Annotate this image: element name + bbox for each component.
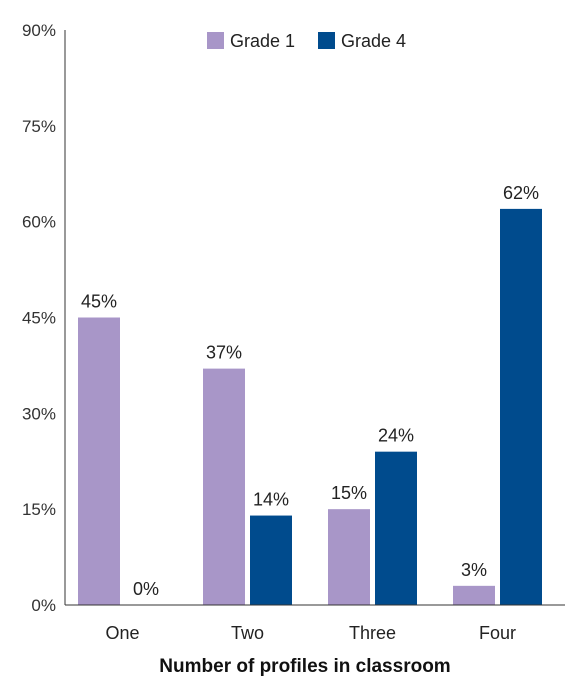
y-tick-label: 30%	[22, 404, 56, 423]
legend-label: Grade 1	[230, 31, 295, 51]
bar-grade-4-four	[500, 208, 542, 605]
x-tick-label: Four	[479, 623, 516, 643]
x-tick-label: Two	[231, 623, 264, 643]
bar-grade-1-two	[203, 368, 245, 605]
legend: Grade 1 Grade 4	[207, 31, 406, 51]
y-tick-label: 60%	[22, 213, 56, 232]
x-axis-ticks: One Two Three Four	[105, 623, 516, 643]
y-tick-label: 90%	[22, 21, 56, 40]
bar-grade-4-three	[375, 451, 417, 605]
y-tick-label: 0%	[31, 596, 56, 615]
legend-swatch-grade-4	[318, 32, 335, 49]
bar-grade-1-four	[453, 585, 495, 605]
data-label: 24%	[378, 426, 414, 446]
bar-grade-4-two	[250, 515, 292, 605]
y-tick-label: 15%	[22, 500, 56, 519]
data-label: 37%	[206, 343, 242, 363]
x-axis-title: Number of profiles in classroom	[159, 656, 450, 677]
x-tick-label: One	[105, 623, 139, 643]
data-label: 62%	[503, 183, 539, 203]
legend-label: Grade 4	[341, 31, 406, 51]
data-label: 14%	[253, 490, 289, 510]
bar-grade-1-one	[78, 317, 120, 605]
data-label: 3%	[461, 560, 487, 580]
x-tick-label: Three	[349, 623, 396, 643]
data-label: 0%	[133, 579, 159, 599]
bars	[78, 208, 542, 605]
y-tick-label: 45%	[22, 309, 56, 328]
legend-swatch-grade-1	[207, 32, 224, 49]
y-axis-ticks: 0% 15% 30% 45% 60% 75% 90%	[22, 21, 56, 615]
data-label: 45%	[81, 292, 117, 312]
y-tick-label: 75%	[22, 117, 56, 136]
data-labels: 45% 0% 37% 14% 15% 24% 3% 62%	[81, 183, 539, 599]
bar-grade-1-three	[328, 509, 370, 605]
data-label: 15%	[331, 483, 367, 503]
